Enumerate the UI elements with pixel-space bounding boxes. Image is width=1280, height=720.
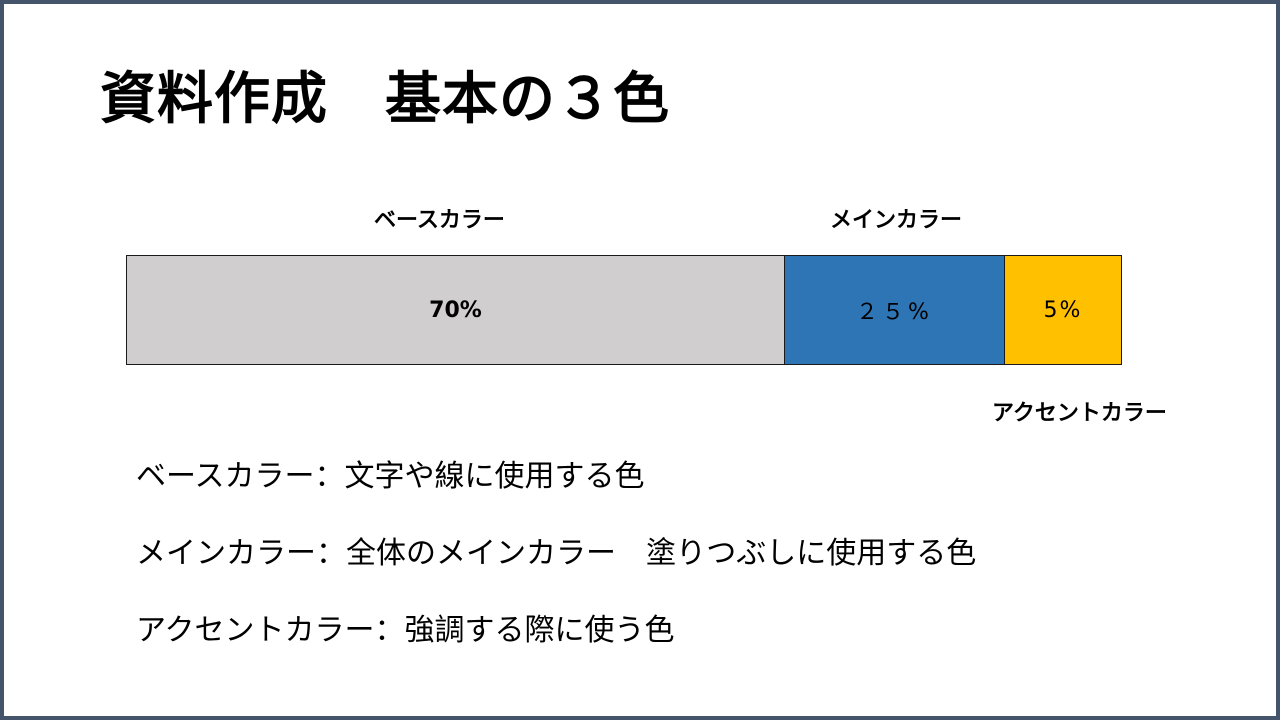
main-color-segment: ２５% (785, 255, 1005, 365)
base-color-segment: 70% (126, 255, 785, 365)
description-accent-color: アクセントカラー：強調する際に使う色 (136, 613, 675, 648)
color-ratio-bar: 70% ２５% 5% (126, 255, 1122, 365)
description-base-color: ベースカラー：文字や線に使用する色 (136, 459, 645, 494)
slide-title: 資料作成 基本の３色 (100, 67, 670, 132)
accent-color-label: アクセントカラー (992, 401, 1167, 426)
main-color-percent: ２５% (856, 300, 933, 325)
description-main-color: メインカラー：全体のメインカラー 塗りつぶしに使用する色 (136, 536, 977, 571)
accent-color-percent: 5% (1043, 297, 1083, 323)
main-color-label: メインカラー (830, 208, 963, 233)
accent-color-segment: 5% (1005, 255, 1122, 365)
base-color-percent: 70% (429, 297, 482, 323)
base-color-label: ベースカラー (374, 208, 505, 233)
